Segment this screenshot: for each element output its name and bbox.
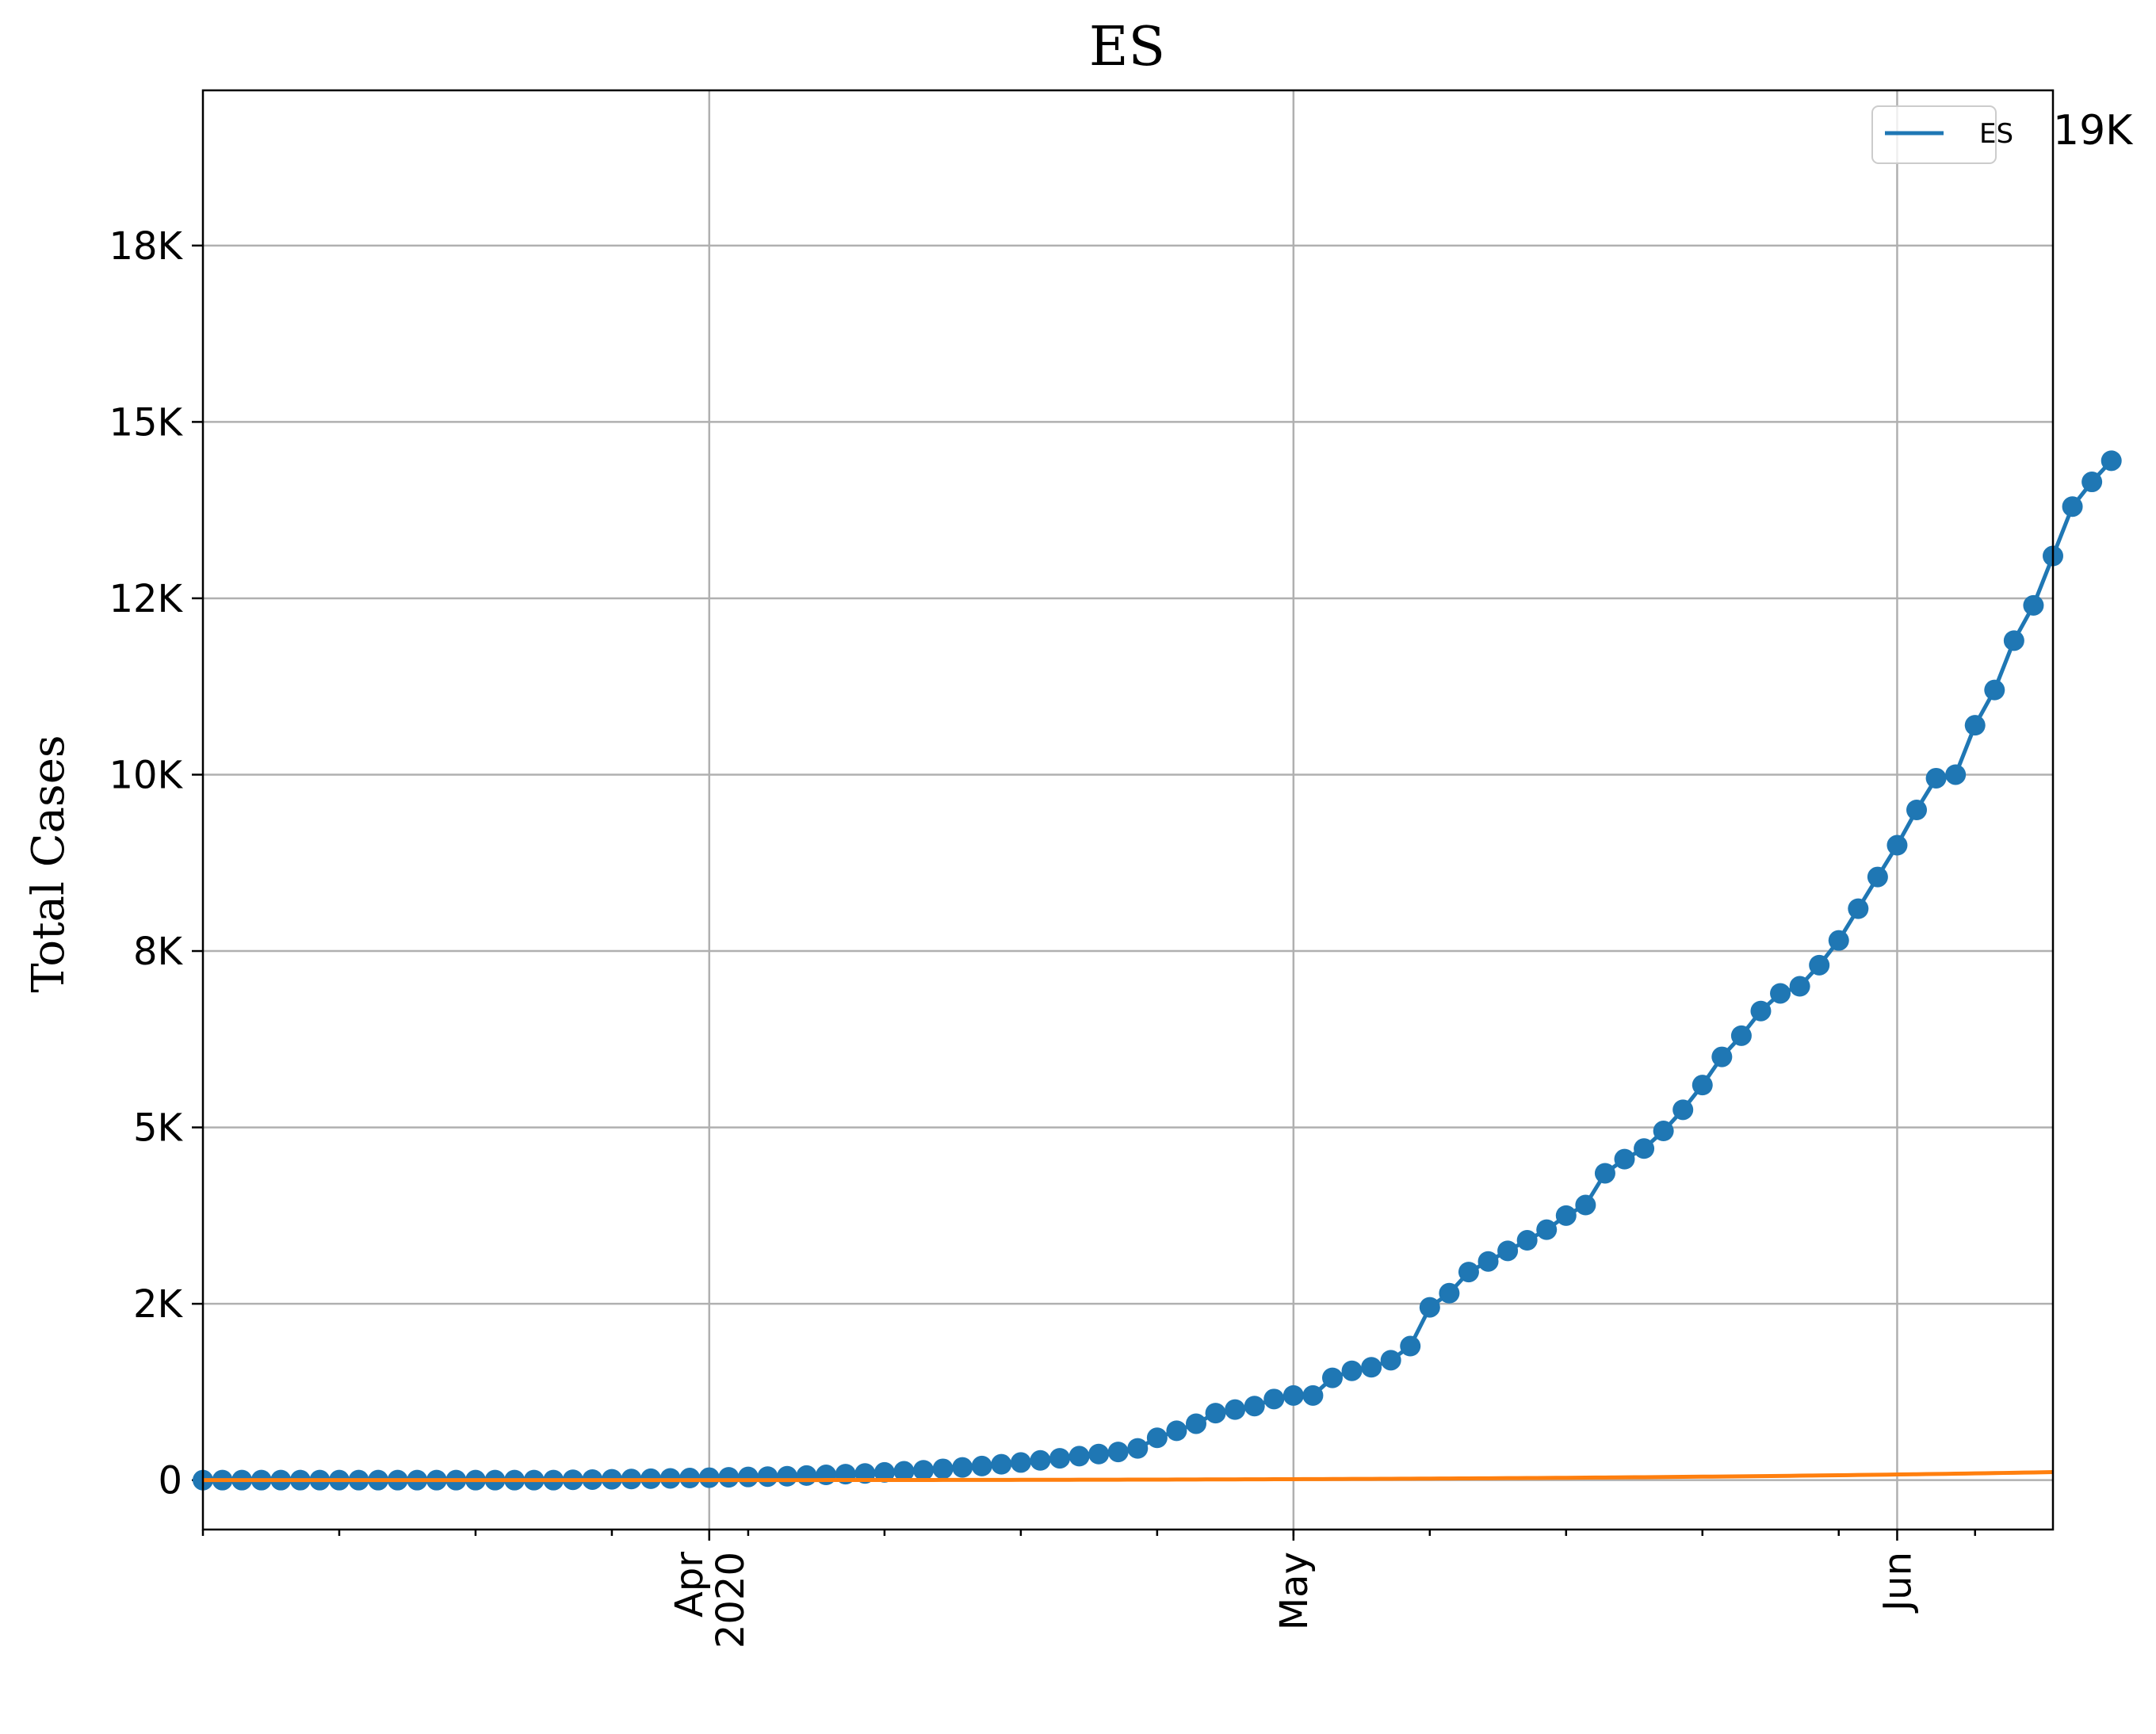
- series-layer: [193, 450, 2122, 1491]
- series-es-point: [1848, 898, 1869, 919]
- series-es-point: [1886, 835, 1908, 856]
- series-es-point: [1497, 1240, 1519, 1262]
- legend-label-es: ES: [1979, 118, 2013, 150]
- series-es-point: [1692, 1075, 1713, 1096]
- series-es-point: [1730, 1025, 1752, 1046]
- series-es-point: [1166, 1420, 1187, 1442]
- x-tick-label-line: 2020: [709, 1552, 753, 1648]
- series-es-point: [1964, 715, 1986, 736]
- series-es-point: [1439, 1282, 1460, 1304]
- y-tick-label: 10K: [109, 753, 183, 797]
- series-es-point: [1088, 1443, 1110, 1465]
- series-es-point: [1458, 1262, 1479, 1283]
- series-1-curve: [203, 1470, 2054, 1483]
- series-es-point: [757, 1466, 778, 1488]
- series-es-point: [1185, 1413, 1206, 1434]
- grid-lines: [203, 90, 2053, 1530]
- y-tick-label: 18K: [109, 224, 183, 269]
- series-es-point: [698, 1467, 720, 1488]
- series-es-point: [2003, 630, 2024, 651]
- series-es-point: [1263, 1388, 1285, 1410]
- series-es-point: [1536, 1219, 1558, 1240]
- plot-frame: [201, 89, 2055, 1531]
- series-es-point: [1925, 767, 1947, 789]
- series-es-point: [1225, 1399, 1246, 1420]
- series-es-point: [679, 1468, 701, 1489]
- series-es-point: [1049, 1448, 1071, 1469]
- y-axis-ticks: 0 2K 5K 8K 10K 12K 15K 18K: [109, 224, 203, 1503]
- series-es-point: [1516, 1230, 1538, 1251]
- series-es-point: [913, 1460, 935, 1481]
- series-es-point: [1146, 1427, 1168, 1449]
- series-es-point: [1283, 1385, 1304, 1406]
- series-es-point: [1984, 679, 2005, 701]
- x-tick-label-line: May: [1272, 1552, 1317, 1630]
- y-tick-label: 15K: [109, 400, 183, 445]
- series-es-point: [1244, 1396, 1265, 1417]
- y-tick-label: 8K: [133, 930, 184, 974]
- series-es-point: [1419, 1297, 1440, 1318]
- y-tick-label: 5K: [133, 1106, 184, 1151]
- series-es-point: [1302, 1385, 1324, 1406]
- series-es-point: [1321, 1367, 1343, 1388]
- series-es-point: [737, 1466, 759, 1488]
- series-es-point: [1400, 1335, 1421, 1357]
- series-es-point: [1750, 1000, 1772, 1022]
- series-es-point: [1634, 1138, 1655, 1159]
- series-es-point: [1906, 800, 1928, 820]
- series-es-point: [1030, 1449, 1051, 1471]
- series-es-point: [1341, 1360, 1363, 1381]
- series-es-point: [873, 1461, 895, 1483]
- series-es-point: [2101, 450, 2122, 472]
- x-tick-label: Jun: [1875, 1552, 1920, 1614]
- series-es-point: [952, 1457, 973, 1478]
- y-tick-label: 0: [158, 1459, 182, 1503]
- series-es-point: [2081, 472, 2103, 493]
- series-es-point: [816, 1465, 837, 1486]
- series-es-point: [932, 1458, 954, 1480]
- legend: ES: [1871, 105, 2013, 164]
- series-es-point: [1380, 1350, 1401, 1371]
- series-es-point: [991, 1453, 1012, 1475]
- series-es-point: [796, 1465, 817, 1486]
- series-es-point: [1010, 1452, 1031, 1473]
- y-axis-label: Total Cases: [23, 735, 75, 992]
- series-es-point: [1711, 1046, 1733, 1068]
- series-es-point: [718, 1467, 740, 1488]
- x-tick-label: May: [1272, 1552, 1317, 1630]
- series-es-point: [1828, 930, 1849, 951]
- y-tick-label: 12K: [109, 577, 183, 621]
- series-es-point: [1555, 1205, 1577, 1226]
- series-es-point: [1575, 1194, 1596, 1216]
- series-es-point: [1653, 1121, 1674, 1142]
- y-tick-label: 2K: [133, 1282, 184, 1327]
- series-es-point: [1205, 1403, 1226, 1424]
- chart-title: ES: [1089, 16, 1165, 78]
- series-es-point: [1867, 866, 1888, 888]
- series-es-point: [2062, 496, 2083, 518]
- x-tick-label-line: Jun: [1875, 1552, 1920, 1614]
- last-value-annotation: 19K: [2053, 107, 2134, 155]
- series-es-point: [1945, 764, 1967, 785]
- series-es-point: [1770, 983, 1791, 1004]
- series-es-point: [1361, 1357, 1382, 1378]
- series-es-point: [971, 1455, 992, 1476]
- x-tick-label-line: Apr: [667, 1552, 712, 1618]
- series-es-point: [1789, 976, 1810, 997]
- series-es-point: [1068, 1446, 1090, 1467]
- series-es-point: [1477, 1251, 1499, 1272]
- series-es-point: [893, 1461, 915, 1482]
- series-es-point: [2023, 594, 2044, 616]
- series-es-point: [777, 1465, 798, 1487]
- series-es-point: [1127, 1438, 1149, 1459]
- series-es-point: [1672, 1099, 1694, 1121]
- series-es-point: [1809, 954, 1830, 976]
- series-es-point: [1614, 1148, 1635, 1170]
- series-es-point: [1594, 1163, 1615, 1184]
- series-es-point: [1107, 1442, 1129, 1463]
